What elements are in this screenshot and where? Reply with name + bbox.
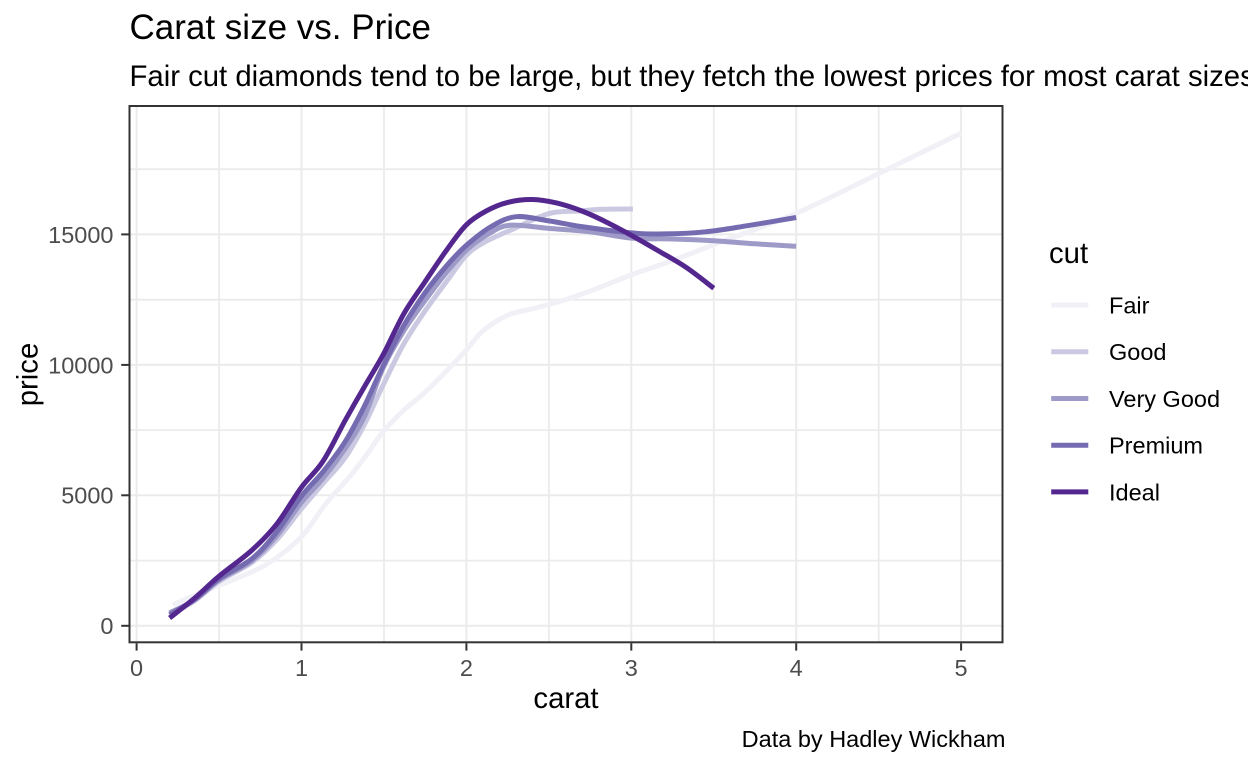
svg-text:5: 5 [955, 655, 968, 681]
svg-text:Ideal: Ideal [1109, 479, 1160, 505]
svg-text:price: price [12, 343, 45, 407]
svg-text:4: 4 [790, 655, 803, 681]
svg-text:Carat size vs. Price: Carat size vs. Price [130, 8, 431, 47]
svg-text:Premium: Premium [1109, 433, 1203, 459]
svg-text:Data by Hadley Wickham: Data by Hadley Wickham [742, 726, 1006, 752]
svg-text:3: 3 [625, 655, 638, 681]
svg-text:1: 1 [295, 655, 308, 681]
svg-text:0: 0 [100, 613, 113, 639]
svg-text:15000: 15000 [48, 222, 113, 248]
svg-text:carat: carat [533, 682, 598, 715]
svg-text:10000: 10000 [48, 352, 113, 378]
svg-text:0: 0 [130, 655, 143, 681]
svg-text:cut: cut [1049, 237, 1088, 270]
svg-text:Fair cut diamonds tend to be l: Fair cut diamonds tend to be large, but … [130, 60, 1248, 93]
svg-text:5000: 5000 [61, 483, 113, 509]
svg-text:Fair: Fair [1109, 293, 1150, 319]
svg-text:Very Good: Very Good [1109, 386, 1220, 412]
svg-text:Good: Good [1109, 339, 1167, 365]
svg-text:2: 2 [460, 655, 473, 681]
